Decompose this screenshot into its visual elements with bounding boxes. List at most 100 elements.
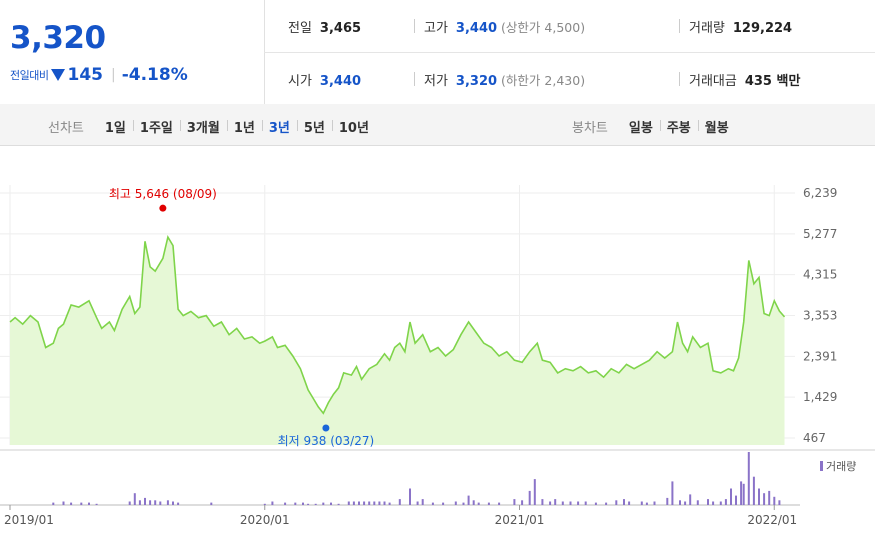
volume-bar bbox=[758, 488, 760, 505]
volume-bar bbox=[742, 483, 745, 505]
x-tick-label: 2021/01 bbox=[495, 513, 545, 527]
volume-bar bbox=[166, 500, 169, 505]
stat-value: 3,465 bbox=[319, 21, 362, 36]
change-percent: -4.18% bbox=[121, 65, 188, 85]
price-line bbox=[9, 235, 786, 415]
volume-bar bbox=[640, 501, 643, 505]
volume-bar bbox=[498, 502, 501, 505]
volume-bar bbox=[541, 499, 544, 505]
volume-bars bbox=[52, 452, 781, 505]
volume-bar bbox=[735, 495, 737, 505]
volume-bar bbox=[363, 501, 366, 505]
volume-bar bbox=[347, 501, 350, 505]
tab-3m[interactable]: 3개월 bbox=[179, 117, 227, 136]
tab-1w[interactable]: 1주일 bbox=[132, 117, 180, 136]
volume-bar bbox=[487, 502, 490, 505]
volume-bar bbox=[679, 500, 681, 505]
volume-bar bbox=[352, 501, 355, 505]
y-tick-label: 5,277 bbox=[803, 227, 837, 241]
volume-bar bbox=[263, 503, 266, 505]
price-area bbox=[10, 237, 785, 445]
volume-bar bbox=[684, 501, 687, 505]
volume-bar bbox=[707, 499, 709, 505]
volume-bar bbox=[577, 501, 580, 505]
stat-label: 고가 bbox=[424, 21, 448, 36]
stat-label: 거래량 bbox=[689, 21, 725, 36]
volume-bar bbox=[88, 502, 90, 505]
volume-bar bbox=[712, 501, 715, 505]
volume-bar bbox=[138, 500, 141, 505]
current-price: 3,320 bbox=[10, 20, 106, 56]
tab-weekly[interactable]: 주봉 bbox=[659, 117, 698, 136]
stat-prev-close: 전일 3,465 bbox=[288, 17, 361, 36]
volume-bar bbox=[528, 490, 531, 505]
volume-bar bbox=[623, 499, 625, 505]
tab-5y[interactable]: 5년 bbox=[296, 117, 332, 136]
price-chart: 6,239 5,277 4,315 3,353 2,391 1,429 467 2019/0… bbox=[0, 185, 875, 527]
volume-bar bbox=[671, 481, 674, 505]
stat-volume: 거래량 129,224 bbox=[678, 17, 792, 36]
change-amount: 145 bbox=[67, 65, 103, 85]
tab-10y[interactable]: 10년 bbox=[331, 117, 376, 136]
volume-bar bbox=[442, 502, 445, 505]
x-tick-label: 2019/01 bbox=[4, 513, 54, 527]
volume-bar bbox=[768, 490, 771, 505]
stat-value: 3,440 bbox=[455, 21, 498, 36]
volume-bar bbox=[144, 497, 146, 505]
volume-bar bbox=[533, 479, 536, 505]
tab-3y[interactable]: 3년 bbox=[261, 117, 297, 136]
volume-legend-swatch bbox=[820, 461, 823, 471]
tab-daily[interactable]: 일봉 bbox=[628, 121, 653, 136]
stat-sub-value: 2,430) bbox=[544, 73, 586, 88]
volume-bar bbox=[561, 501, 564, 505]
volume-legend: 거래량 bbox=[826, 460, 856, 473]
tab-1d[interactable]: 1일 bbox=[104, 121, 126, 136]
line-chart-label: 선차트 bbox=[48, 121, 84, 136]
volume-bar bbox=[569, 501, 572, 505]
volume-bar bbox=[615, 500, 618, 505]
tab-monthly[interactable]: 월봉 bbox=[697, 117, 736, 136]
volume-bar bbox=[416, 501, 419, 505]
candle-chart-tabs: 봉차트 일봉 주봉 월봉 bbox=[572, 117, 736, 136]
volume-bar bbox=[177, 502, 180, 505]
volume-bar bbox=[294, 502, 297, 505]
volume-bar bbox=[462, 502, 465, 505]
volume-bar bbox=[653, 501, 656, 505]
high-annotation: 최고 5,646 (08/09) bbox=[109, 187, 217, 201]
volume-bar bbox=[322, 502, 325, 505]
price-change: 전일대비 145 | -4.18% bbox=[10, 65, 188, 85]
volume-bar bbox=[605, 502, 608, 505]
stat-sub-value: 4,500) bbox=[544, 20, 586, 35]
volume-bar bbox=[133, 493, 136, 505]
volume-bar bbox=[210, 502, 213, 505]
volume-bar bbox=[373, 501, 376, 505]
volume-bar bbox=[719, 501, 722, 505]
y-tick-label: 4,315 bbox=[803, 268, 837, 282]
volume-bar bbox=[549, 501, 552, 505]
quote-header: 3,320 전일대비 145 | -4.18% 전일 3,465 고가 3,440(… bbox=[0, 0, 875, 105]
volume-bar bbox=[521, 500, 524, 505]
stat-label: 시가 bbox=[288, 74, 312, 89]
chart-tabs: 선차트 1일 1주일 3개월 1년 3년 5년 10년 봉차트 일봉 주봉 월봉 bbox=[0, 104, 875, 146]
y-tick-label: 2,391 bbox=[803, 349, 837, 363]
volume-bar bbox=[666, 497, 669, 505]
volume-bar bbox=[398, 499, 401, 505]
volume-bar bbox=[307, 503, 310, 505]
tab-1y[interactable]: 1년 bbox=[226, 117, 262, 136]
volume-bar bbox=[747, 452, 750, 505]
volume-bar bbox=[62, 501, 65, 505]
line-chart-tabs: 선차트 1일 1주일 3개월 1년 3년 5년 10년 bbox=[48, 117, 376, 136]
x-tick-label: 2020/01 bbox=[240, 513, 290, 527]
change-separator: | bbox=[110, 67, 116, 83]
stat-label: 전일 bbox=[288, 21, 312, 36]
volume-bar bbox=[477, 502, 480, 505]
quote-stats: 전일 3,465 고가 3,440 (상한가 4,500) 거래량 129,224 시가… bbox=[264, 0, 875, 104]
volume-bar bbox=[645, 502, 648, 505]
volume-bar bbox=[337, 503, 340, 505]
volume-bar bbox=[431, 502, 434, 505]
volume-bar bbox=[172, 501, 174, 505]
volume-bar bbox=[628, 501, 631, 505]
volume-bar bbox=[689, 494, 692, 505]
volume-bar bbox=[149, 500, 152, 505]
volume-bar bbox=[730, 488, 732, 505]
